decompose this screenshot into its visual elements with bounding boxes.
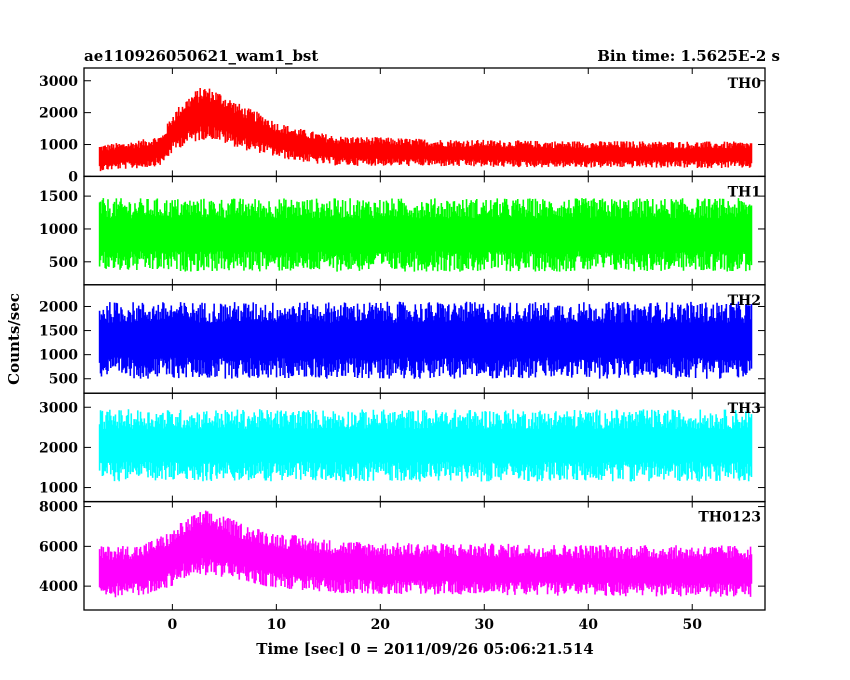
- y-tick-label: 6000: [39, 539, 78, 555]
- y-tick-label: 2000: [39, 106, 78, 122]
- x-tick-label: 30: [475, 617, 495, 633]
- x-tick-label: 0: [167, 617, 177, 633]
- x-axis: 0 10 20 30 40 50: [167, 617, 702, 633]
- panel-th0123: 4000 6000 8000 TH0123: [39, 500, 766, 611]
- panel-th1: 500 1000 1500 TH1: [39, 175, 766, 286]
- y-tick-label: 2000: [39, 299, 78, 315]
- x-tick-label: 10: [267, 617, 287, 633]
- series-th1-line: [98, 198, 753, 272]
- series-th0123-line: [98, 510, 753, 598]
- y-tick-label: 1500: [39, 189, 78, 205]
- y-tick-label: 0: [68, 169, 78, 185]
- y-tick-label: 500: [49, 372, 78, 388]
- y-tick-label: 500: [49, 255, 78, 271]
- y-tick-label: 3000: [39, 74, 78, 90]
- panel-frame: [83, 500, 766, 611]
- panel-label: TH0: [728, 76, 762, 92]
- panel-label: TH3: [728, 401, 761, 417]
- series-th3-line: [98, 409, 753, 482]
- y-tick-label: 1000: [39, 481, 78, 497]
- x-tick-label: 50: [682, 617, 702, 633]
- y-tick-label: 1500: [39, 324, 78, 340]
- panel-th3: 1000 2000 3000 TH3: [39, 392, 766, 503]
- y-tick-label: 8000: [39, 500, 78, 516]
- panel-label: TH2: [728, 293, 761, 309]
- panel-label: TH0123: [698, 510, 761, 526]
- x-tick-label: 20: [371, 617, 391, 633]
- bin-time-label: Bin time: 1.5625E-2 s: [597, 47, 780, 65]
- chart-title: ae110926050621_wam1_bst: [84, 47, 318, 65]
- panels: 0 1000 2000 3000 TH0 500 1000 1500 TH1 500 1000 150…: [39, 67, 766, 611]
- panel-th0: 0 1000 2000 3000 TH0: [39, 67, 766, 185]
- series-th0-line: [98, 87, 753, 172]
- y-tick-label: 1000: [39, 138, 78, 154]
- series-th2-line: [98, 301, 753, 379]
- y-tick-label: 2000: [39, 440, 78, 456]
- x-axis-label: Time [sec] 0 = 2011/09/26 05:06:21.514: [256, 640, 593, 658]
- panel-th2: 500 1000 1500 2000 TH2: [39, 284, 766, 394]
- x-tick-label: 40: [579, 617, 599, 633]
- y-tick-label: 4000: [39, 579, 78, 595]
- y-tick-label: 1000: [39, 348, 78, 364]
- y-tick-label: 3000: [39, 400, 78, 416]
- y-tick-label: 1000: [39, 222, 78, 238]
- y-axis-label: Counts/sec: [5, 293, 23, 385]
- panel-label: TH1: [728, 184, 761, 200]
